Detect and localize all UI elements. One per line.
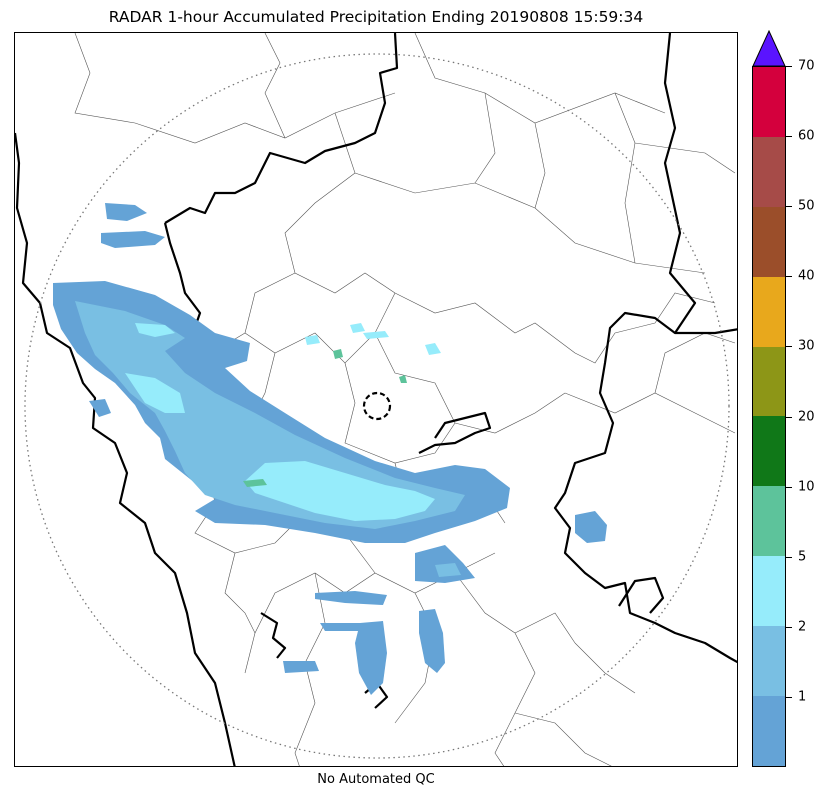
precip-cell-south-6 xyxy=(283,661,319,673)
colorbar-segment xyxy=(753,346,785,417)
precip-level3-spot3 xyxy=(425,343,441,355)
precip-level4-cell xyxy=(243,479,267,487)
colorbar-tick xyxy=(786,66,792,67)
colorbar-segment xyxy=(753,556,785,627)
precip-level3-center xyxy=(245,461,435,521)
precip-level2-south xyxy=(435,563,461,577)
precip-level3-spot1 xyxy=(350,323,365,333)
qc-note: No Automated QC xyxy=(317,772,435,787)
colorbar-tick-label: 30 xyxy=(798,338,815,354)
precip-band-upper-2 xyxy=(101,231,165,248)
colorbar-tick-label: 2 xyxy=(798,619,807,635)
precip-cell-south-5 xyxy=(419,609,445,673)
precip-cell-south-4 xyxy=(355,621,387,695)
range-ring xyxy=(24,53,730,759)
colorbar-tick xyxy=(786,556,792,558)
colorbar-tick xyxy=(786,416,792,418)
precip-cell-south-2 xyxy=(315,591,387,605)
colorbar-segment xyxy=(753,66,785,137)
colorbar-tick xyxy=(786,346,792,348)
colorbar-segment xyxy=(753,486,785,557)
colorbar-tick-label: 70 xyxy=(798,58,815,74)
precip-cell-south-3 xyxy=(320,623,365,631)
colorbar-segment xyxy=(753,136,785,207)
precip-band-upper-1 xyxy=(105,203,147,221)
precip-level2-core xyxy=(75,301,465,529)
colorbar-segment xyxy=(753,206,785,277)
colorbar-tick-label: 1 xyxy=(798,689,807,705)
radar-site-marker xyxy=(362,391,392,421)
chart-title: RADAR 1-hour Accumulated Precipitation E… xyxy=(108,8,644,26)
colorbar-tick-label: 40 xyxy=(798,268,815,284)
colorbar-tick xyxy=(786,486,792,488)
precip-fields xyxy=(53,203,607,695)
precip-level3-north xyxy=(135,323,175,337)
precip-level3-spot2 xyxy=(305,335,320,345)
colorbar-tick xyxy=(786,276,792,278)
precip-cell-east xyxy=(575,511,607,543)
colorbar-tick-label: 60 xyxy=(798,128,815,144)
colorbar-segment xyxy=(753,276,785,347)
precip-level3-spot4 xyxy=(363,331,389,339)
colorbar-tick xyxy=(786,696,792,698)
precip-level3-core xyxy=(125,373,185,413)
colorbar-tick xyxy=(786,626,792,628)
state-boundaries xyxy=(15,33,737,766)
colorbar-tick-label: 20 xyxy=(798,409,815,424)
colorbar-tick-label: 10 xyxy=(798,479,815,495)
colorbar-tick xyxy=(786,206,792,208)
colorbar xyxy=(752,66,786,767)
colorbar-segment xyxy=(753,416,785,487)
colorbar-segment xyxy=(753,696,785,766)
colorbar-tick-label: 50 xyxy=(798,198,815,214)
radar-map xyxy=(14,32,738,767)
colorbar-tick xyxy=(786,136,792,138)
precip-level4-spot2 xyxy=(399,375,407,383)
precip-cell-west xyxy=(89,399,111,417)
map-svg xyxy=(15,33,737,766)
colorbar-tick-label: 5 xyxy=(798,549,807,565)
colorbar-extend-arrow xyxy=(752,30,786,67)
colorbar-segment xyxy=(753,626,785,697)
precip-level4-spot xyxy=(333,349,343,359)
